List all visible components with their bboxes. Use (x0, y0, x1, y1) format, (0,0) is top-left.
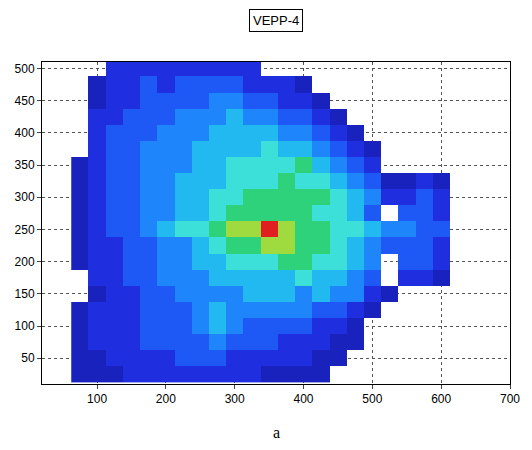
svg-text:300: 300 (15, 190, 35, 204)
svg-text:500: 500 (15, 62, 35, 76)
svg-text:250: 250 (15, 223, 35, 237)
svg-text:500: 500 (362, 392, 382, 406)
svg-text:400: 400 (15, 126, 35, 140)
svg-text:100: 100 (87, 392, 107, 406)
svg-text:50: 50 (21, 351, 35, 365)
svg-text:450: 450 (15, 94, 35, 108)
svg-text:VEPP-4: VEPP-4 (253, 13, 299, 28)
svg-text:100: 100 (15, 319, 35, 333)
svg-text:200: 200 (15, 255, 35, 269)
svg-text:300: 300 (225, 392, 245, 406)
svg-text:600: 600 (431, 392, 451, 406)
svg-text:150: 150 (15, 287, 35, 301)
svg-text:350: 350 (15, 158, 35, 172)
svg-text:a: a (273, 424, 280, 441)
svg-text:400: 400 (294, 392, 314, 406)
svg-text:700: 700 (500, 392, 520, 406)
svg-text:200: 200 (156, 392, 176, 406)
